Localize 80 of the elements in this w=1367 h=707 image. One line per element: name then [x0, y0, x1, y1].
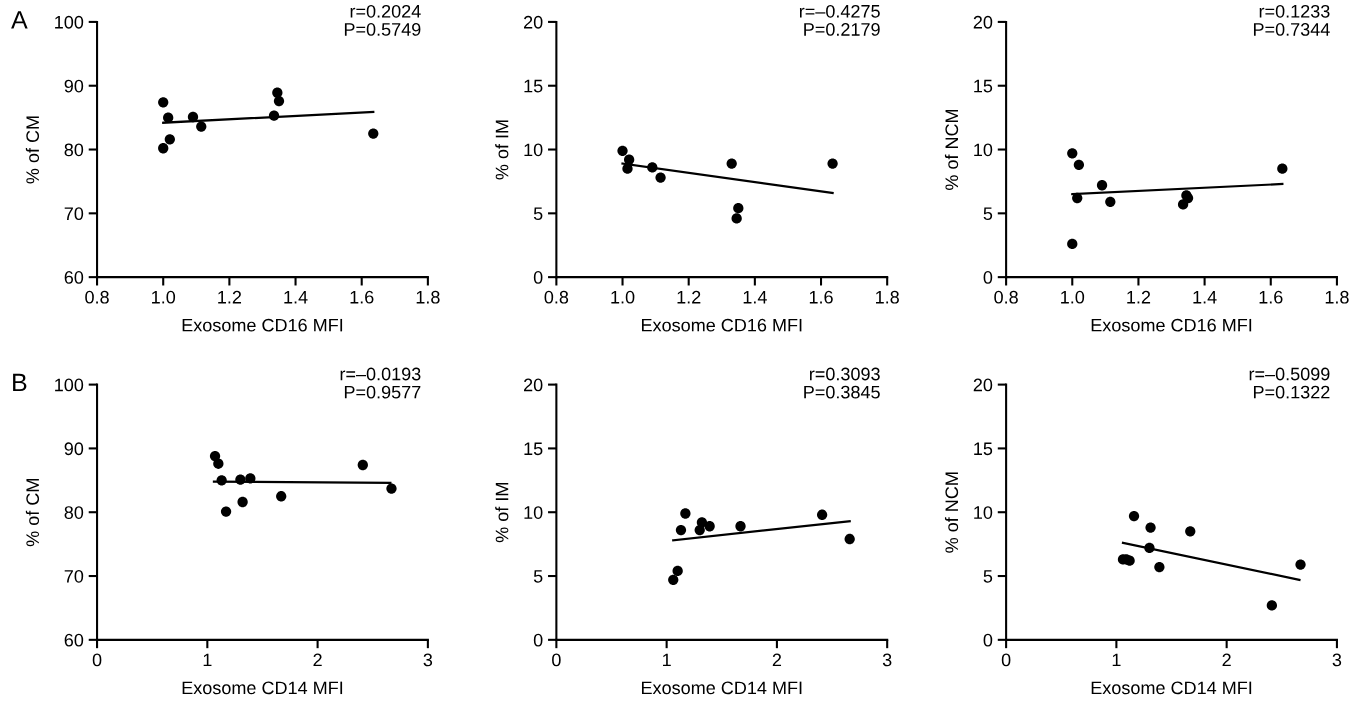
x-tick-label: 1	[663, 653, 671, 667]
y-tick-label: 0	[983, 633, 993, 647]
x-tick-label: 0	[92, 653, 102, 667]
x-tick-label: 1.0	[611, 290, 635, 304]
annotation: r=–0.4275 P=0.2179	[799, 4, 880, 36]
y-tick-label: 5	[533, 207, 543, 221]
y-tick-label: 5	[983, 207, 993, 221]
y-tick-label: 5	[533, 570, 543, 583]
y-tick-label: 60	[64, 271, 84, 284]
x-axis-title: Exosome CD16 MFI	[1091, 318, 1252, 332]
y-tick-label: 80	[64, 143, 84, 157]
x-tick-label: 1.4	[743, 291, 767, 304]
annotation: r=0.2024 P=0.5749	[344, 4, 421, 36]
x-tick-label: 2	[313, 653, 322, 667]
y-tick-label: 20	[973, 378, 993, 392]
text: A	[11, 11, 28, 29]
x-tick-label: 0.8	[994, 290, 1018, 304]
x-axis-title: Exosome CD14 MFI	[641, 681, 802, 695]
x-axis-title: Exosome CD16 MFI	[182, 318, 343, 332]
y-tick-label: 0	[983, 271, 993, 284]
x-tick-label: 1.6	[1259, 290, 1283, 304]
x-tick-label: 1.2	[218, 290, 242, 304]
y-axis-title: % of CM	[25, 479, 40, 547]
x-tick-label: 1	[203, 653, 212, 667]
y-tick-label: 20	[524, 378, 543, 392]
y-axis-title: % of NCM	[944, 472, 959, 553]
x-tick-label: 1.6	[350, 290, 374, 304]
x-axis-title: Exosome CD14 MFI	[1091, 681, 1252, 695]
y-tick-label: 80	[64, 506, 84, 519]
x-tick-label: 1	[1112, 653, 1121, 667]
y-tick-label: 0	[533, 271, 543, 284]
y-tick-label: 100	[55, 15, 84, 29]
y-tick-label: 10	[974, 143, 993, 157]
x-tick-label: 2	[772, 653, 782, 667]
x-tick-label: 0	[1001, 653, 1011, 667]
x-tick-label: 0	[552, 653, 561, 667]
y-axis-title: % of NCM	[944, 109, 959, 191]
y-tick-label: 15	[974, 79, 993, 93]
x-tick-label: 1.4	[284, 291, 308, 304]
y-tick-label: 5	[983, 570, 993, 583]
x-tick-label: 3	[1332, 653, 1342, 667]
x-tick-label: 0.8	[85, 290, 109, 304]
y-tick-label: 15	[524, 442, 543, 456]
y-tick-label: 10	[524, 506, 543, 519]
y-tick-label: 90	[64, 442, 84, 456]
y-tick-label: 20	[524, 15, 543, 29]
y-tick-label: 60	[64, 633, 84, 647]
x-tick-label: 2	[1222, 653, 1231, 667]
x-axis-title: Exosome CD16 MFI	[641, 318, 802, 332]
x-tick-label: 1.8	[416, 290, 440, 304]
x-tick-label: 1.2	[677, 290, 701, 304]
annotation: r=0.3093 P=0.3845	[804, 367, 880, 399]
y-tick-label: 20	[973, 15, 993, 29]
y-tick-label: 100	[55, 378, 84, 392]
annotation: r=0.1233 P=0.7344	[1253, 4, 1330, 36]
x-tick-label: 1.0	[1061, 290, 1085, 304]
x-tick-label: 1.2	[1127, 290, 1151, 304]
y-tick-label: 10	[524, 143, 543, 157]
y-tick-label: 70	[64, 207, 84, 221]
x-axis-title: Exosome CD14 MFI	[182, 681, 343, 695]
x-tick-label: 3	[882, 653, 892, 667]
y-axis-title: % of IM	[495, 483, 509, 543]
x-tick-label: 1.4	[1193, 291, 1217, 304]
y-tick-label: 15	[524, 79, 543, 93]
y-tick-label: 15	[974, 442, 993, 456]
y-tick-label: 90	[64, 79, 84, 93]
annotation: r=–0.5099 P=0.1322	[1249, 367, 1330, 399]
annotation: r=–0.0193 P=0.9577	[340, 367, 421, 399]
y-tick-label: 0	[533, 633, 543, 647]
x-tick-label: 1.0	[152, 290, 176, 304]
y-axis-title: % of CM	[25, 116, 40, 184]
text: B	[13, 373, 27, 392]
x-tick-label: 3	[423, 653, 433, 667]
x-tick-label: 1.8	[876, 290, 899, 304]
y-tick-label: 10	[974, 506, 993, 519]
x-tick-label: 0.8	[544, 290, 569, 304]
x-tick-label: 1.8	[1325, 290, 1349, 304]
x-tick-label: 1.6	[809, 290, 833, 304]
y-tick-label: 70	[64, 569, 84, 583]
y-axis-title: % of IM	[495, 120, 509, 180]
